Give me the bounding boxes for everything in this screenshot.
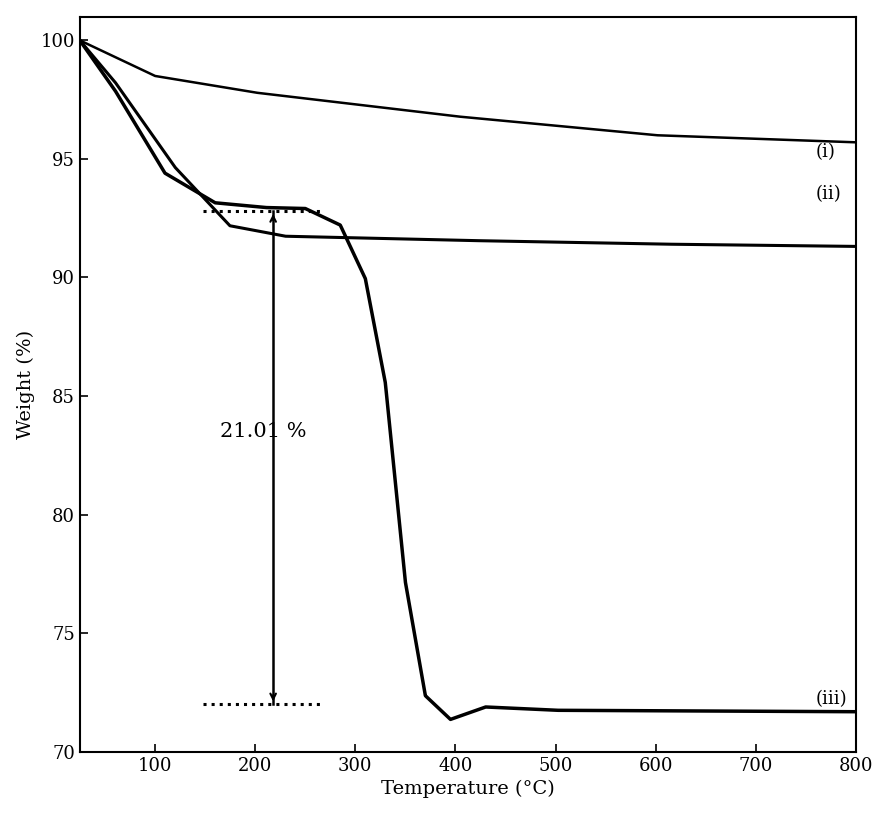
Text: (ii): (ii) <box>816 186 842 204</box>
Text: (i): (i) <box>816 143 836 161</box>
X-axis label: Temperature (°C): Temperature (°C) <box>381 780 554 799</box>
Y-axis label: Weight (%): Weight (%) <box>17 329 35 438</box>
Text: 21.01 %: 21.01 % <box>220 422 306 441</box>
Text: (iii): (iii) <box>816 690 847 708</box>
